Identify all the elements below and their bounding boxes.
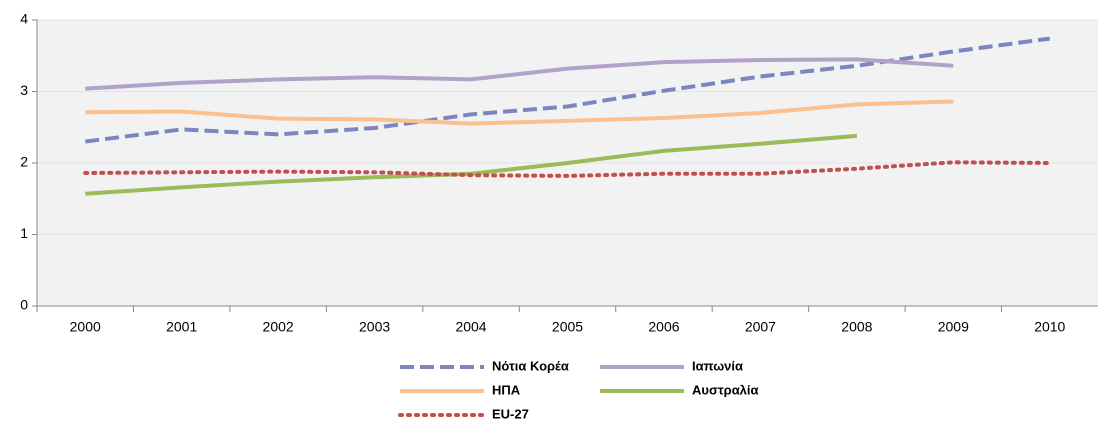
x-tick-label: 2001 [166,319,197,335]
y-tick-label: 4 [20,11,28,27]
legend-label: Αυστραλία [692,382,759,397]
x-tick-label: 2000 [70,319,101,335]
x-tick-label: 2007 [745,319,776,335]
x-tick-label: 2008 [841,319,872,335]
series-line [83,160,1052,178]
legend-label: Ιαπωνία [692,358,743,373]
x-tick-label: 2006 [648,319,679,335]
series-line [85,57,954,91]
x-tick-label: 2002 [263,319,294,335]
y-tick-label: 2 [20,154,28,170]
x-tick-label: 2003 [359,319,390,335]
y-tick-label: 0 [20,297,28,313]
x-tick-label: 2005 [552,319,583,335]
legend-label: ΗΠΑ [492,382,521,397]
y-tick-label: 3 [20,82,28,98]
legend-label: EU-27 [492,406,529,421]
x-tick-label: 2004 [455,319,486,335]
x-tick-label: 2010 [1034,319,1065,335]
legend-label: Νότια Κορέα [492,358,569,373]
y-tick-label: 1 [20,225,28,241]
x-tick-label: 2009 [938,319,969,335]
series-line [85,99,954,126]
